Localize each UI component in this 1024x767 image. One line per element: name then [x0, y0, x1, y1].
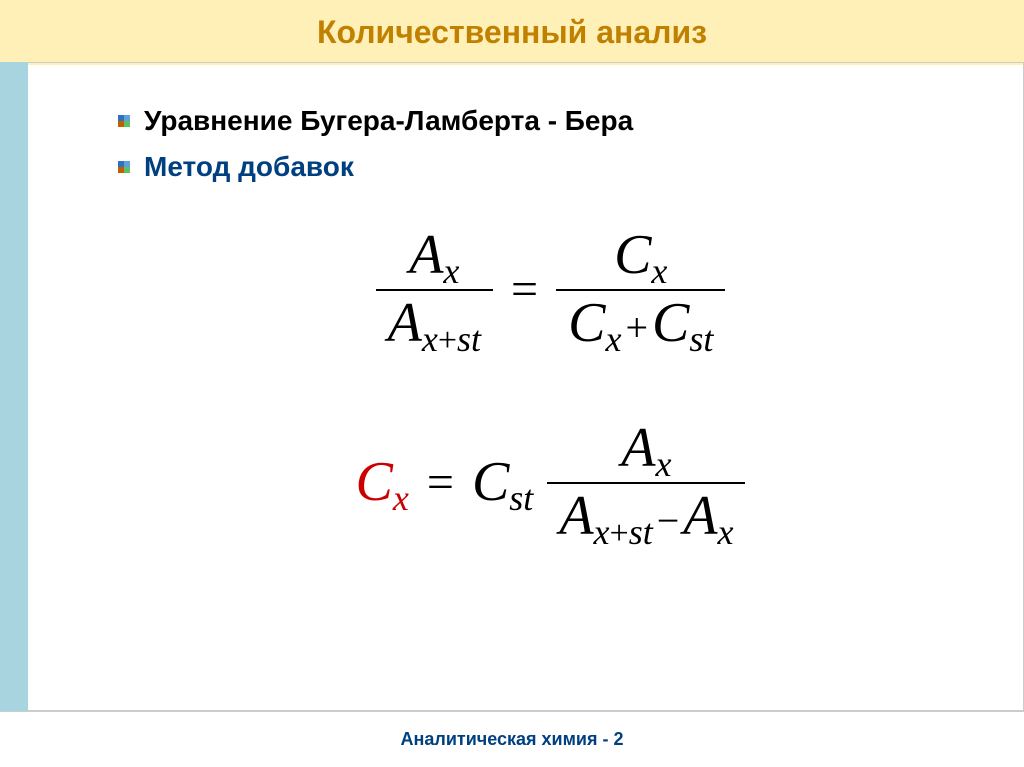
eq2-d2-base: A: [683, 485, 717, 547]
equations-block: Ax Ax+st = Cx Cx + Cst: [118, 203, 983, 569]
eq1-rd1-sub: x: [605, 319, 621, 359]
title-bar: Количественный анализ: [0, 0, 1024, 65]
eq2-fraction: Ax Ax+st − Ax: [547, 416, 745, 549]
equation-1: Ax Ax+st = Cx Cx + Cst: [376, 223, 726, 356]
footer: Аналитическая химия - 2: [0, 711, 1024, 767]
eq1-ld-sub: x+st: [422, 319, 481, 359]
eq1-ld-base: A: [388, 292, 422, 354]
eq2-coef-base: C: [472, 451, 509, 513]
eq1-rn-sub: x: [651, 251, 667, 291]
bullet-text-2: Метод добавок: [144, 151, 354, 183]
eq2-n-sub: x: [656, 444, 672, 484]
bullet-text-1: Уравнение Бугера-Ламберта - Бера: [144, 105, 633, 137]
eq1-ln-sub: x: [443, 251, 459, 291]
equals-sign: =: [511, 262, 538, 317]
bullet-item-1: Уравнение Бугера-Ламберта - Бера: [118, 105, 983, 137]
bullet-icon: [118, 161, 130, 173]
eq2-lhs-base: C: [356, 451, 393, 513]
eq2-n-base: A: [621, 417, 655, 479]
eq1-rn-base: C: [614, 224, 651, 286]
footer-text: Аналитическая химия - 2: [401, 729, 624, 750]
eq2-d1-base: A: [559, 485, 593, 547]
eq1-rd1-base: C: [568, 292, 605, 354]
content-area: Уравнение Бугера-Ламберта - Бера Метод д…: [28, 62, 1024, 711]
equals-sign: =: [427, 455, 454, 510]
bullet-icon: [118, 115, 130, 127]
bullet-item-2: Метод добавок: [118, 151, 983, 183]
eq2-coef: Cst: [472, 452, 533, 514]
equation-2: Cx = Cst Ax Ax+st − Ax: [356, 416, 746, 549]
eq1-right-fraction: Cx Cx + Cst: [556, 223, 725, 356]
eq1-rd-op: +: [625, 305, 648, 350]
eq2-coef-sub: st: [509, 478, 533, 518]
eq2-d-op: −: [657, 498, 680, 543]
eq2-lhs: Cx: [356, 452, 409, 514]
eq1-left-fraction: Ax Ax+st: [376, 223, 493, 356]
eq2-d2-sub: x: [718, 512, 734, 552]
eq2-lhs-sub: x: [393, 478, 409, 518]
eq1-rd2-base: C: [652, 292, 689, 354]
eq1-ln-base: A: [409, 224, 443, 286]
eq2-d1-sub: x+st: [594, 512, 653, 552]
left-stripe: [0, 62, 28, 711]
page-title: Количественный анализ: [317, 14, 707, 50]
eq1-rd2-sub: st: [689, 319, 713, 359]
